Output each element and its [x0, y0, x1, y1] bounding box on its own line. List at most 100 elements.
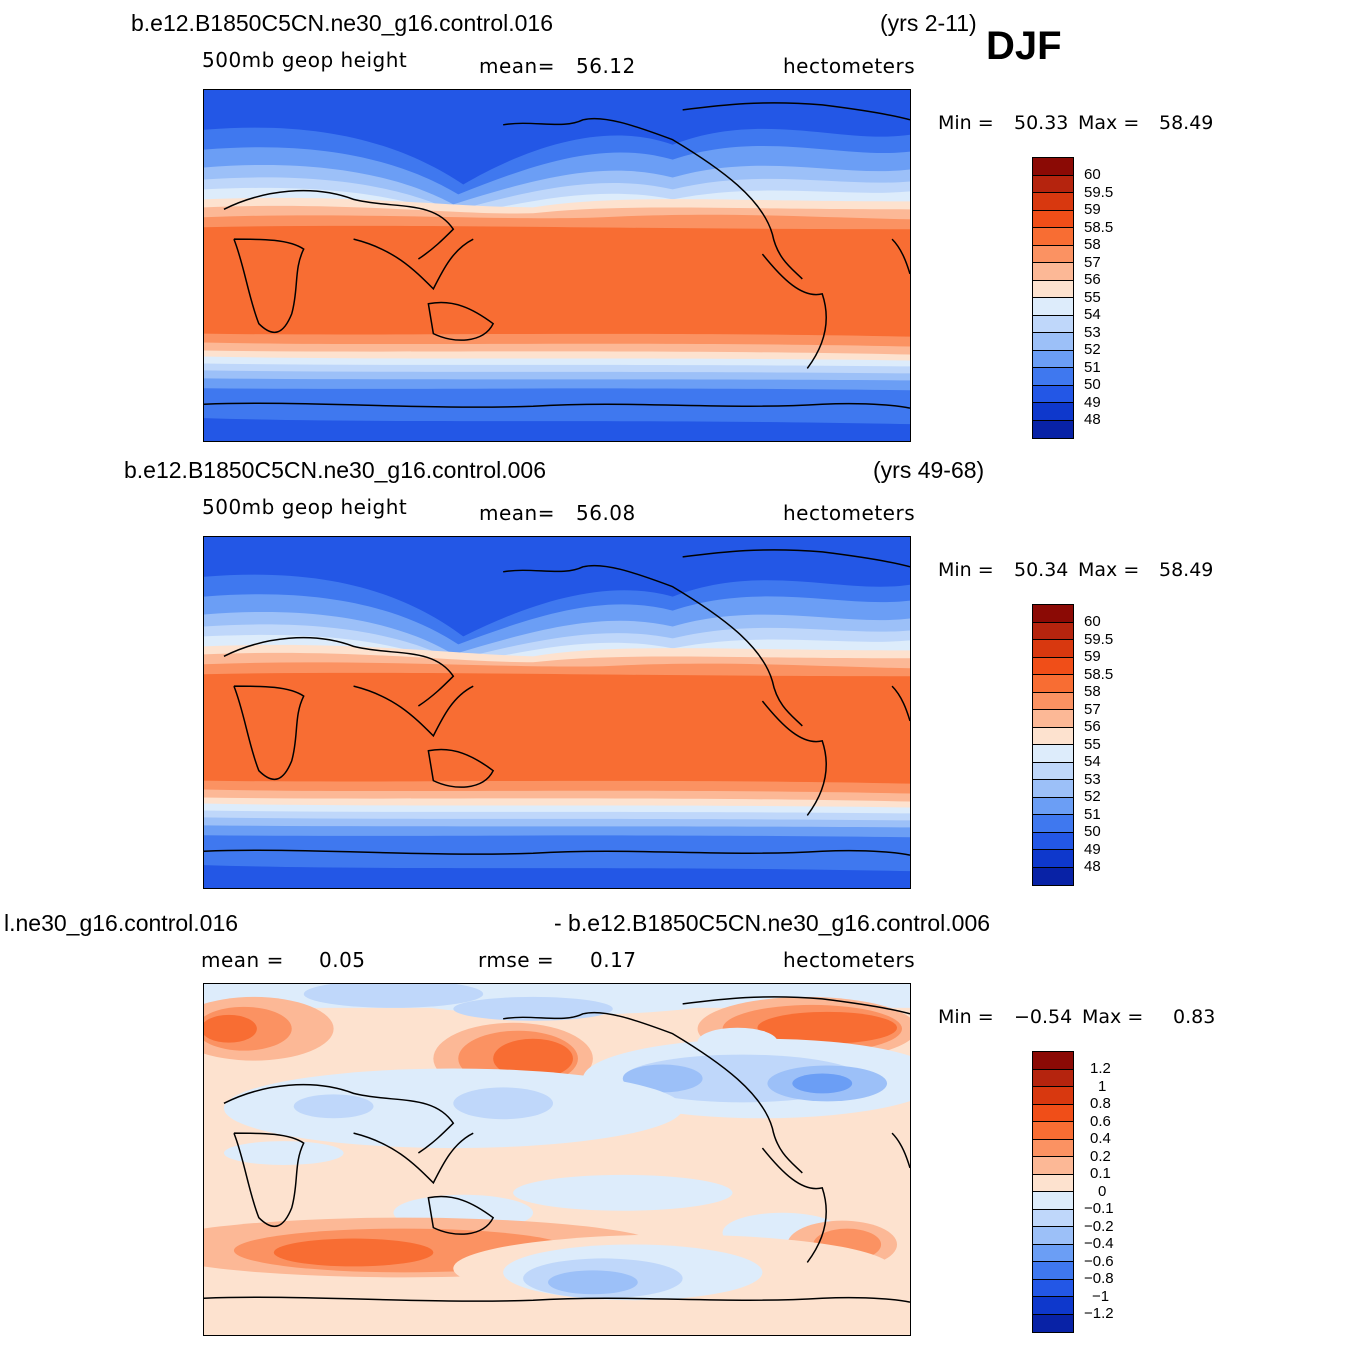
min-value: 50.34 — [1014, 559, 1069, 581]
colorbar-tick: 58 — [1084, 683, 1101, 700]
min-label: Min = — [938, 559, 994, 581]
colorbar-segment — [1033, 605, 1073, 623]
colorbar-tick: 59 — [1084, 648, 1101, 665]
colorbar-segment — [1033, 228, 1073, 246]
colorbar-segment — [1033, 263, 1073, 281]
colorbar-tick: 55 — [1084, 735, 1101, 753]
mean-label: mean= — [479, 501, 555, 525]
years-label: (yrs 49-68) — [873, 457, 985, 483]
colorbar-tick: 59.5 — [1084, 630, 1114, 648]
colorbar-segment — [1033, 692, 1073, 710]
units-label: hectometers — [783, 501, 916, 525]
colorbar-segment — [1033, 1262, 1073, 1280]
mean-label: mean = — [201, 948, 284, 972]
colorbar-tick: 48 — [1084, 411, 1101, 428]
colorbar-tick: 0.4 — [1090, 1130, 1111, 1147]
colorbar-tick: −0.6 — [1084, 1252, 1114, 1270]
colorbar-tick: 50 — [1084, 823, 1101, 840]
colorbar-segment — [1033, 1227, 1073, 1245]
colorbar-segment — [1033, 403, 1073, 421]
max-value: 0.83 — [1173, 1006, 1216, 1028]
max-value: 58.49 — [1159, 559, 1214, 581]
colorbar-segment — [1033, 245, 1073, 263]
max-label: Max = — [1082, 1006, 1144, 1028]
units-label: hectometers — [783, 54, 916, 78]
colorbar-tick: 1 — [1098, 1077, 1107, 1095]
colorbar-segment — [1033, 280, 1073, 298]
colorbar-tick: 58.5 — [1084, 665, 1114, 683]
colorbar-tick: −0.8 — [1084, 1270, 1114, 1287]
rmse-value: 0.17 — [590, 948, 637, 972]
min-value: 50.33 — [1014, 112, 1069, 134]
colorbar-segment — [1033, 815, 1073, 833]
colorbar-tick: −1.2 — [1084, 1305, 1114, 1322]
colorbar-tick: 0.6 — [1090, 1112, 1111, 1130]
case-title: b.e12.B1850C5CN.ne30_g16.control.016 — [131, 10, 553, 36]
colorbar-tick: 1.2 — [1090, 1060, 1111, 1077]
mean-value: 56.12 — [576, 54, 636, 78]
max-label: Max = — [1078, 112, 1140, 134]
colorbar-segment — [1033, 210, 1073, 228]
colorbar-tick: 57 — [1084, 253, 1101, 271]
case-title-right: - b.e12.B1850C5CN.ne30_g16.control.006 — [554, 910, 991, 936]
mean-value: 56.08 — [576, 501, 636, 525]
colorbar-tick: 58.5 — [1084, 218, 1114, 236]
colorbar-segment — [1033, 1209, 1073, 1227]
colorbar-tick: 50 — [1084, 376, 1101, 393]
case-title: b.e12.B1850C5CN.ne30_g16.control.006 — [124, 457, 546, 483]
colorbar-segment — [1033, 1157, 1073, 1175]
colorbar-tick: 0 — [1098, 1182, 1107, 1200]
contour-field — [204, 984, 910, 1335]
units-label: hectometers — [783, 948, 916, 972]
colorbar-segment — [1033, 1122, 1073, 1140]
colorbar-tick: 57 — [1084, 700, 1101, 718]
colorbar-segment — [1033, 1104, 1073, 1122]
colorbar — [1032, 604, 1074, 886]
colorbar-segment — [1033, 193, 1073, 211]
min-label: Min = — [938, 112, 994, 134]
colorbar-tick: 60 — [1084, 613, 1101, 630]
colorbar-tick: 56 — [1084, 271, 1101, 288]
rmse-label: rmse = — [478, 948, 555, 972]
colorbar-tick: 58 — [1084, 236, 1101, 253]
colorbar-tick: 53 — [1084, 323, 1101, 341]
colorbar-segment — [1033, 710, 1073, 728]
colorbar-segment — [1033, 1244, 1073, 1262]
colorbar-segment — [1033, 797, 1073, 815]
season-label: DJF — [986, 24, 1062, 68]
colorbar-segment — [1033, 350, 1073, 368]
contour-field — [204, 537, 910, 888]
colorbar-segment — [1033, 385, 1073, 403]
colorbar-tick: 49 — [1084, 840, 1101, 858]
colorbar-segment — [1033, 622, 1073, 640]
colorbar-tick: 0.1 — [1090, 1165, 1111, 1182]
colorbar-tick: 54 — [1084, 306, 1101, 323]
coastline-outlines — [204, 549, 910, 856]
colorbar-segment — [1033, 1069, 1073, 1087]
colorbar-segment — [1033, 640, 1073, 658]
contour-field — [204, 90, 910, 441]
min-value: −0.54 — [1014, 1006, 1073, 1028]
colorbar-tick: −1 — [1092, 1287, 1110, 1305]
mean-value: 0.05 — [319, 948, 366, 972]
colorbar — [1032, 157, 1074, 439]
colorbar-segment — [1033, 158, 1073, 176]
colorbar-tick: 51 — [1084, 805, 1101, 823]
colorbar-segment — [1033, 675, 1073, 693]
colorbar-tick: 53 — [1084, 770, 1101, 788]
colorbar-segment — [1033, 368, 1073, 386]
colorbar-segment — [1033, 1087, 1073, 1105]
variable-label: 500mb geop height — [202, 48, 408, 72]
colorbar-segment — [1033, 298, 1073, 316]
colorbar-tick: 56 — [1084, 718, 1101, 735]
colorbar-tick: 0.8 — [1090, 1095, 1111, 1112]
colorbar-segment — [1033, 657, 1073, 675]
min-label: Min = — [938, 1006, 994, 1028]
colorbar-tick: 49 — [1084, 393, 1101, 411]
coastline-outlines — [204, 996, 910, 1303]
variable-label: 500mb geop height — [202, 495, 408, 519]
colorbar-tick: −0.2 — [1084, 1217, 1114, 1235]
colorbar-tick: 51 — [1084, 358, 1101, 376]
colorbar-tick: −0.1 — [1084, 1200, 1114, 1217]
colorbar-segment — [1033, 762, 1073, 780]
